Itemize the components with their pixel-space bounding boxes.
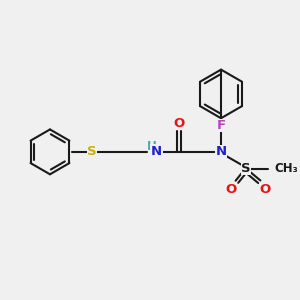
Text: CH₃: CH₃ — [274, 162, 298, 175]
Text: O: O — [259, 183, 271, 196]
Text: O: O — [173, 117, 184, 130]
Text: F: F — [217, 119, 226, 132]
Text: H: H — [147, 140, 157, 153]
Text: N: N — [151, 146, 162, 158]
Text: S: S — [87, 146, 97, 158]
Text: O: O — [226, 183, 237, 196]
Text: S: S — [242, 162, 251, 175]
Text: N: N — [215, 146, 226, 158]
